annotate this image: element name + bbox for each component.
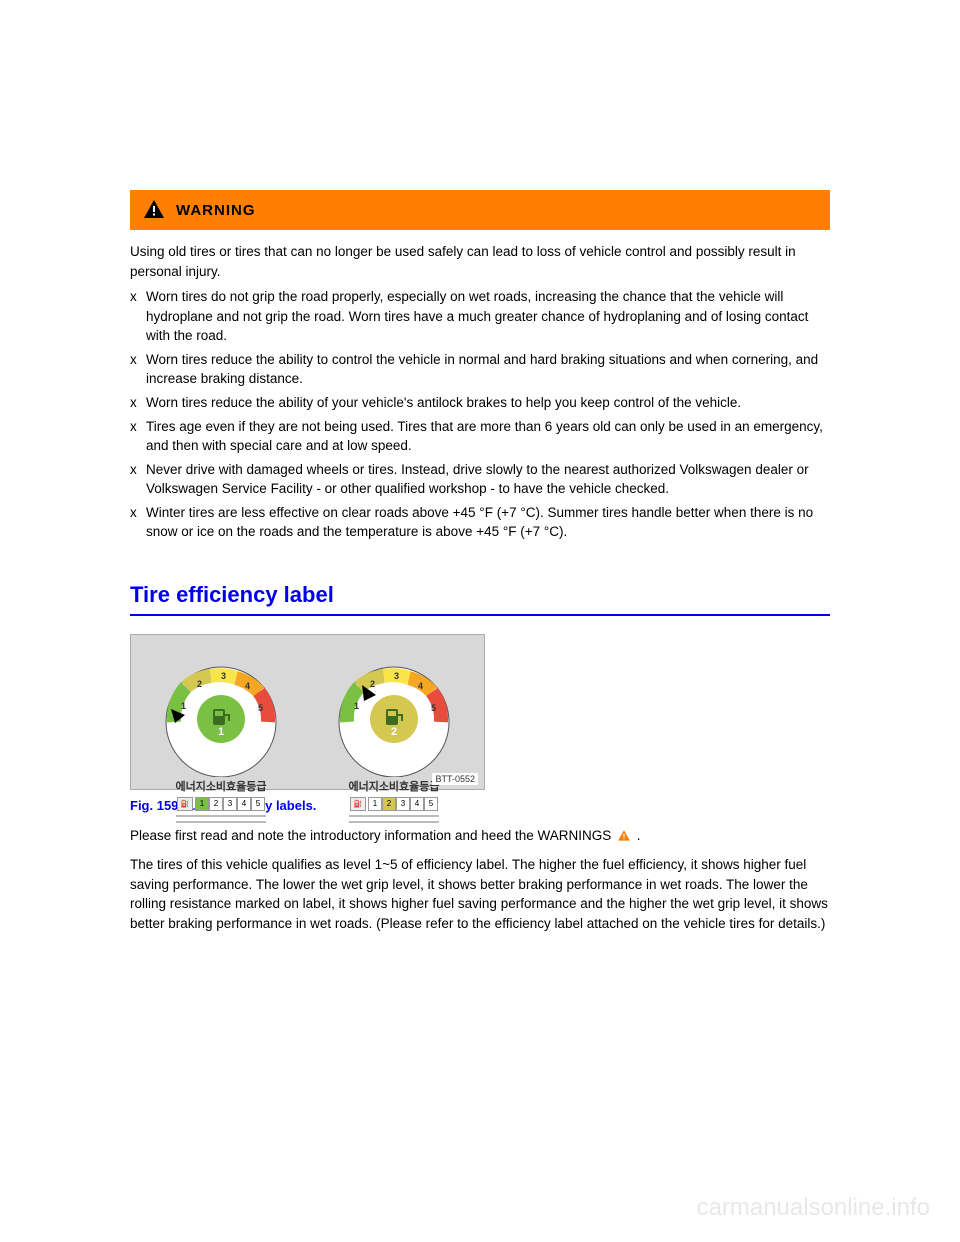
warning-bullets: x Worn tires do not grip the road proper… xyxy=(130,287,830,542)
underline xyxy=(349,815,439,817)
svg-text:5: 5 xyxy=(258,703,263,713)
rating-pump-icon: ⛽ xyxy=(350,797,366,811)
korean-label-1: 에너지소비효율등급 xyxy=(141,778,301,794)
svg-text:5: 5 xyxy=(431,703,436,713)
rating-cell: 4 xyxy=(410,797,424,811)
intro-suffix: . xyxy=(637,828,641,843)
bullet-text: Tires age even if they are not being use… xyxy=(146,417,830,456)
svg-text:4: 4 xyxy=(245,681,250,691)
intro-line: Please first read and note the introduct… xyxy=(130,828,830,843)
warning-triangle-icon xyxy=(142,198,166,222)
rating-cell: 2 xyxy=(382,797,396,811)
bullet-marker: x xyxy=(130,287,140,346)
section-title: Tire efficiency label xyxy=(130,582,830,608)
rating-pump-icon: ⛽ xyxy=(177,797,193,811)
bullet-marker: x xyxy=(130,393,140,413)
rating-cell: 4 xyxy=(237,797,251,811)
bullet-text: Worn tires do not grip the road properly… xyxy=(146,287,830,346)
rating-cell: 3 xyxy=(223,797,237,811)
paragraph: The tires of this vehicle qualifies as l… xyxy=(130,855,830,933)
gauge-2: 1 2 3 4 5 2 에너지소비효율등급 ⛽ 1 2 3 4 5 xyxy=(314,647,474,777)
bullet-text: Never drive with damaged wheels or tires… xyxy=(146,460,830,499)
gauge-svg-1: 1 2 3 4 5 1 xyxy=(141,647,301,777)
svg-text:4: 4 xyxy=(418,681,423,691)
warning-label: WARNING xyxy=(176,202,256,219)
rating-cell: 2 xyxy=(209,797,223,811)
bullet-text: Worn tires reduce the ability of your ve… xyxy=(146,393,741,413)
intro-prefix: Please first read and note the introduct… xyxy=(130,828,611,843)
gauges-row: 1 2 3 4 5 1 에너지소비효율등급 ⛽ 1 2 3 4 xyxy=(141,647,474,777)
svg-text:1: 1 xyxy=(218,726,224,738)
rating-cell: 5 xyxy=(251,797,265,811)
gauge-svg-2: 1 2 3 4 5 2 xyxy=(314,647,474,777)
svg-text:3: 3 xyxy=(394,671,399,681)
rating-cell: 3 xyxy=(396,797,410,811)
bullet-marker: x xyxy=(130,503,140,542)
bullet-text: Winter tires are less effective on clear… xyxy=(146,503,830,542)
bullet-marker: x xyxy=(130,417,140,456)
svg-text:1: 1 xyxy=(181,701,186,711)
svg-text:3: 3 xyxy=(221,671,226,681)
bullet-item: x Never drive with damaged wheels or tir… xyxy=(130,460,830,499)
bullet-item: x Worn tires reduce the ability of your … xyxy=(130,393,830,413)
svg-text:2: 2 xyxy=(197,679,202,689)
rating-boxes-2: ⛽ 1 2 3 4 5 xyxy=(314,797,474,811)
warning-box: WARNING xyxy=(130,190,830,230)
gauge-1: 1 2 3 4 5 1 에너지소비효율등급 ⛽ 1 2 3 4 xyxy=(141,647,301,777)
underline xyxy=(176,821,266,823)
section-divider xyxy=(130,614,830,616)
bullet-item: x Tires age even if they are not being u… xyxy=(130,417,830,456)
watermark: carmanualsonline.info xyxy=(697,1194,930,1222)
bullet-marker: x xyxy=(130,460,140,499)
underline xyxy=(349,821,439,823)
rating-boxes-1: ⛽ 1 2 3 4 5 xyxy=(141,797,301,811)
bullet-marker: x xyxy=(130,350,140,389)
warning-intro: Using old tires or tires that can no lon… xyxy=(130,242,830,281)
underline xyxy=(176,815,266,817)
svg-text:2: 2 xyxy=(370,679,375,689)
inline-warning-icon xyxy=(617,829,631,843)
svg-text:2: 2 xyxy=(391,726,397,738)
bullet-text: Worn tires reduce the ability to control… xyxy=(146,350,830,389)
bullet-item: x Winter tires are less effective on cle… xyxy=(130,503,830,542)
svg-text:1: 1 xyxy=(354,701,359,711)
rating-cell: 5 xyxy=(424,797,438,811)
figure-code: BTT-0552 xyxy=(432,773,478,785)
rating-cell: 1 xyxy=(368,797,382,811)
figure-container: 1 2 3 4 5 1 에너지소비효율등급 ⛽ 1 2 3 4 xyxy=(130,634,485,790)
bullet-item: x Worn tires do not grip the road proper… xyxy=(130,287,830,346)
rating-cell: 1 xyxy=(195,797,209,811)
bullet-item: x Worn tires reduce the ability to contr… xyxy=(130,350,830,389)
